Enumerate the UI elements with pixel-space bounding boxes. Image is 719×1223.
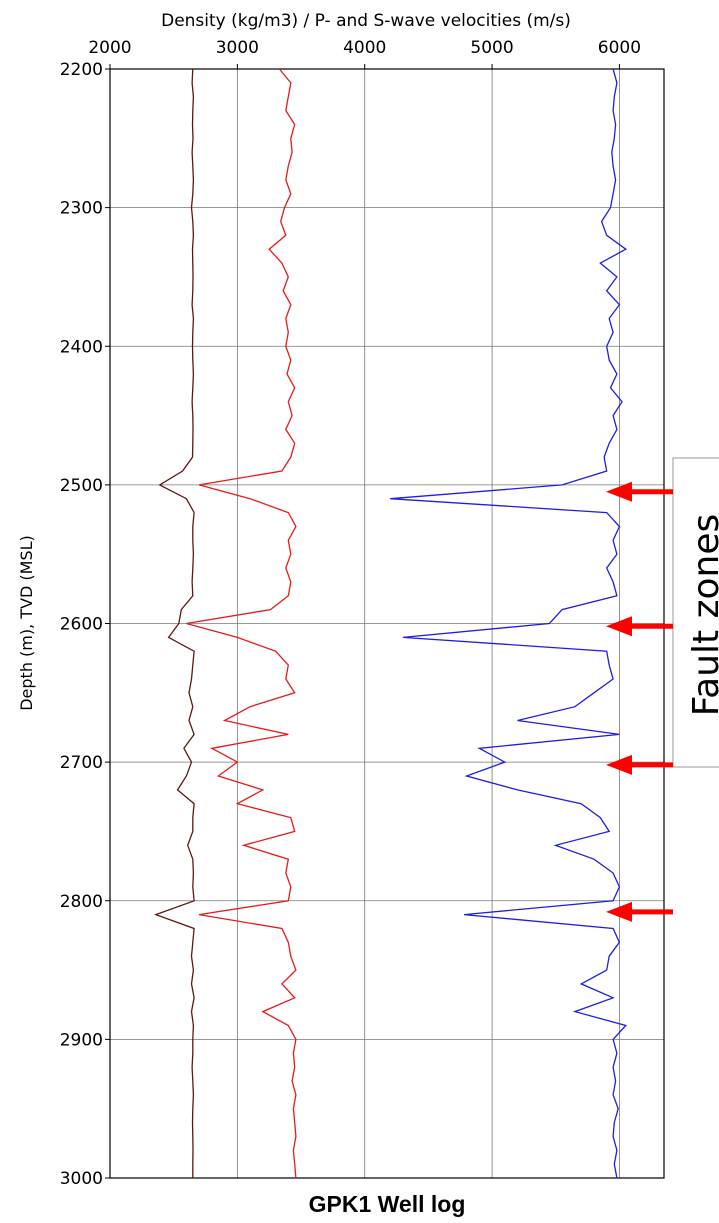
log-curve [390,68,628,1179]
log-curve [186,68,297,1179]
y-tick-label: 2900 [60,1030,103,1050]
chart-title: GPK1 Well log [309,1191,466,1217]
y-tick-label: 2600 [60,615,103,635]
x-tick-label: 2000 [88,38,131,58]
x-tick-label: 6000 [598,38,641,58]
annotation-arrow [606,754,673,775]
arrow-head [606,754,632,775]
y-tick-label: 2800 [60,892,103,912]
arrow-head [606,481,632,502]
log-curve [153,68,195,1178]
y-tick-label: 2200 [60,60,103,80]
x-axis-label: Density (kg/m3) / P- and S-wave velociti… [161,11,571,31]
y-axis-label: Depth (m), TVD (MSL) [17,535,36,711]
annotation-arrow [606,481,673,502]
y-tick-label: 2500 [60,476,103,496]
annotation-arrow [606,901,673,922]
x-tick-label: 4000 [343,38,386,58]
y-tick-label: 2300 [60,199,103,219]
y-tick-label: 3000 [60,1169,103,1189]
y-tick-label: 2400 [60,337,103,357]
plot-frame [109,68,665,1179]
x-tick-label: 3000 [216,38,259,58]
arrow-head [606,616,632,637]
annotation-text: Fault zones [686,514,719,716]
arrow-head [606,901,632,922]
x-tick-label: 5000 [470,38,513,58]
annotation-arrow [606,616,673,637]
annotation-box [672,457,719,768]
y-tick-label: 2700 [60,753,103,773]
